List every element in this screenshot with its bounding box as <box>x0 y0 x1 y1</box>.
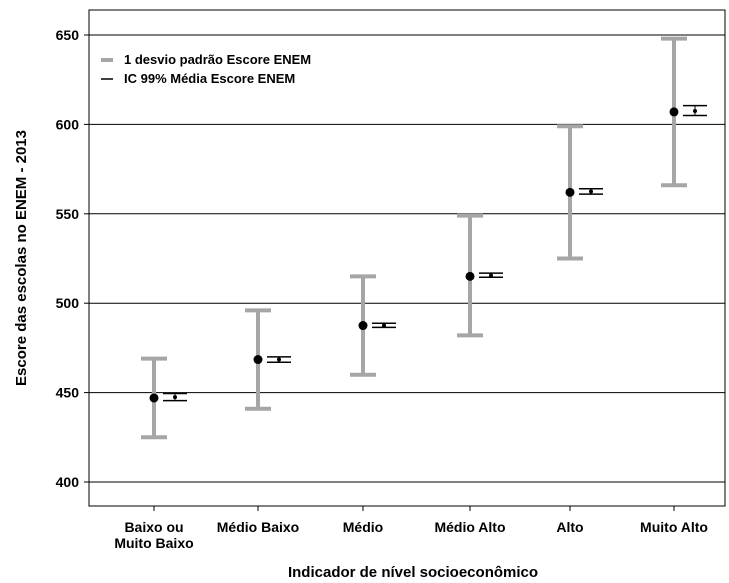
y-tick-label: 400 <box>56 474 80 490</box>
sd-mean-point <box>358 321 368 331</box>
x-tick-label: Médio Baixo <box>217 519 299 535</box>
x-tick-label: Muito Alto <box>640 519 708 535</box>
error-bars <box>141 36 707 440</box>
x-tick-label-line: Alto <box>556 519 583 535</box>
x-axis-title: Indicador de nível socioeconômico <box>288 564 538 581</box>
legend: 1 desvio padrão Escore ENEM IC 99% Média … <box>101 52 311 86</box>
x-tick-label-line: Médio Alto <box>434 519 505 535</box>
ci-mean-point <box>277 357 281 362</box>
y-tick-label: 650 <box>56 27 80 43</box>
legend-label-ci: IC 99% Média Escore ENEM <box>124 71 295 86</box>
x-tick-label-line: Baixo ou <box>124 519 183 535</box>
x-tick-label-line: Muito Alto <box>640 519 708 535</box>
legend-label-sd: 1 desvio padrão Escore ENEM <box>124 52 311 67</box>
x-tick-label-line: Muito Baixo <box>114 535 193 551</box>
plot-area <box>88 9 726 507</box>
y-axis-title: Escore das escolas no ENEM - 2013 <box>13 130 30 386</box>
x-tick-label: Médio Alto <box>434 519 505 535</box>
ci-mean-point <box>382 323 386 328</box>
ci-mean-point <box>173 395 177 400</box>
x-tick-label: Baixo ou Muito Baixo <box>114 519 193 551</box>
gridlines <box>89 34 725 483</box>
sd-mean-point <box>149 393 159 403</box>
sd-mean-point <box>669 107 679 117</box>
ci-mean-point <box>589 189 593 194</box>
y-axis-ticks: 400 450 500 550 600 650 <box>56 27 89 490</box>
y-tick-label: 600 <box>56 116 80 132</box>
y-tick-label: 500 <box>56 295 80 311</box>
sd-mean-point <box>253 355 263 365</box>
ci-mean-point <box>489 273 493 278</box>
x-tick-label-line: Médio Baixo <box>217 519 299 535</box>
y-tick-label: 550 <box>56 206 80 222</box>
x-tick-label: Alto <box>556 519 583 535</box>
x-axis-ticks: Baixo ou Muito Baixo Médio Baixo Médio Médio… <box>114 506 708 551</box>
sd-mean-point <box>465 271 475 281</box>
ci-mean-point <box>693 108 697 113</box>
sd-mean-point <box>565 187 575 197</box>
x-tick-label-line: Médio <box>343 519 383 535</box>
x-tick-label: Médio <box>343 519 383 535</box>
y-tick-label: 450 <box>56 385 80 401</box>
